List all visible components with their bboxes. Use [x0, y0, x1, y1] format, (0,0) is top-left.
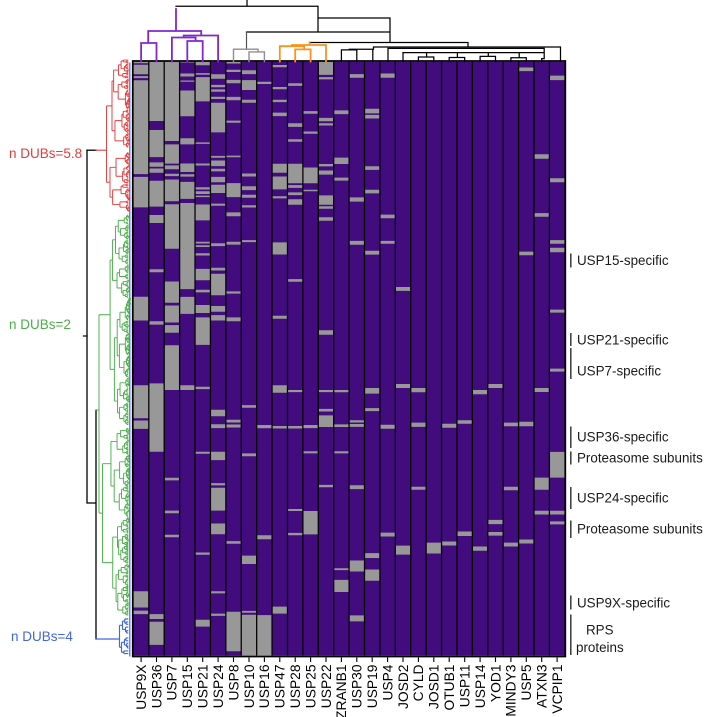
svg-text:USP22: USP22: [319, 665, 334, 709]
svg-text:USP7: USP7: [165, 665, 180, 701]
svg-text:USP21: USP21: [196, 665, 211, 709]
svg-text:USP7-specific: USP7-specific: [577, 363, 661, 378]
svg-text:YOD1: YOD1: [488, 665, 503, 703]
svg-text:USP30: USP30: [350, 664, 365, 708]
svg-text:ATXN3: ATXN3: [534, 664, 549, 708]
svg-text:USP9X-specific: USP9X-specific: [577, 595, 670, 610]
svg-text:ZRANB1: ZRANB1: [334, 665, 349, 717]
svg-text:USP9X: USP9X: [134, 665, 149, 710]
svg-text:USP11: USP11: [457, 665, 472, 708]
svg-text:n DUBs=5.8: n DUBs=5.8: [9, 146, 82, 161]
svg-text:USP16: USP16: [257, 664, 272, 708]
svg-text:USP36: USP36: [149, 664, 164, 708]
svg-text:USP15-specific: USP15-specific: [577, 253, 669, 268]
svg-text:USP8: USP8: [226, 664, 241, 700]
svg-text:USP10: USP10: [242, 664, 257, 708]
svg-text:USP24: USP24: [211, 664, 226, 708]
svg-text:proteins: proteins: [576, 640, 624, 655]
svg-text:USP5: USP5: [519, 664, 534, 700]
svg-text:USP21-specific: USP21-specific: [577, 332, 669, 347]
svg-text:OTUB1: OTUB1: [442, 665, 457, 711]
svg-text:USP19: USP19: [365, 664, 380, 708]
svg-text:JOSD1: JOSD1: [427, 665, 442, 709]
svg-text:n DUBs=2: n DUBs=2: [9, 317, 71, 332]
svg-text:USP14: USP14: [473, 664, 488, 708]
svg-text:USP36-specific: USP36-specific: [577, 429, 669, 444]
svg-text:RPS: RPS: [586, 622, 614, 637]
svg-text:MINDY3: MINDY3: [504, 664, 519, 716]
svg-text:CYLD: CYLD: [411, 664, 426, 701]
svg-text:USP24-specific: USP24-specific: [577, 490, 669, 505]
svg-text:JOSD2: JOSD2: [396, 665, 411, 709]
svg-text:n DUBs=4: n DUBs=4: [11, 629, 73, 644]
svg-text:Proteasome subunits: Proteasome subunits: [577, 450, 703, 465]
svg-text:USP15: USP15: [180, 664, 195, 708]
svg-text:USP28: USP28: [288, 664, 303, 708]
svg-text:USP4: USP4: [380, 664, 395, 700]
svg-text:VCPIP1: VCPIP1: [550, 665, 565, 714]
svg-text:Proteasome subunits: Proteasome subunits: [577, 521, 703, 536]
svg-text:USP47: USP47: [273, 665, 288, 709]
svg-text:USP25: USP25: [303, 664, 318, 708]
